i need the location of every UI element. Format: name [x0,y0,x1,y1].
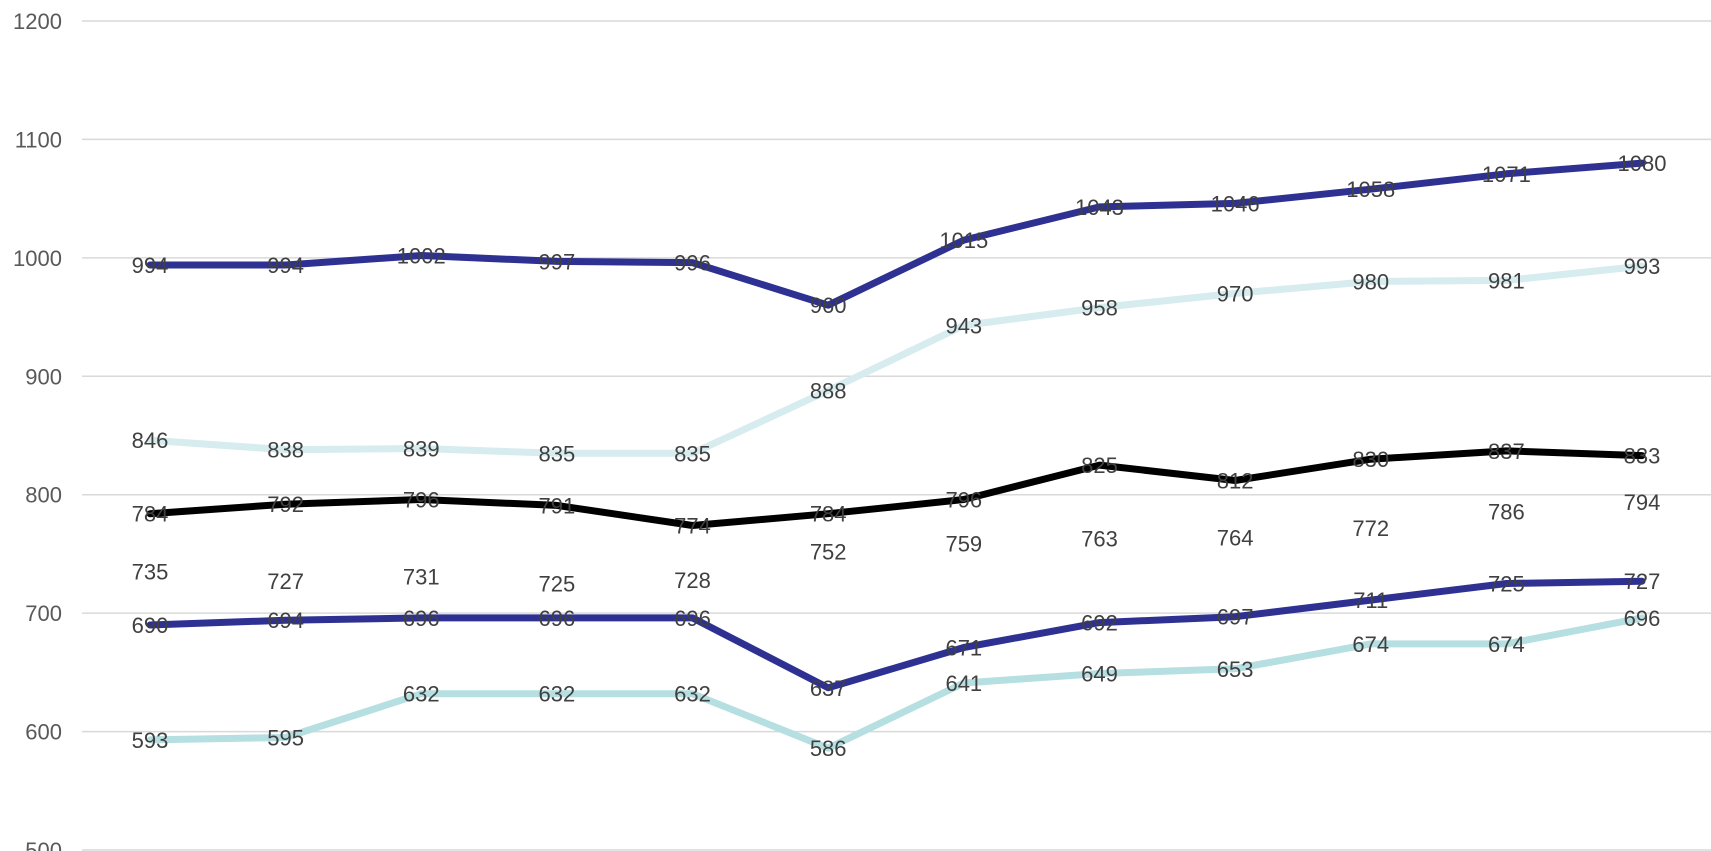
data-label: 632 [403,682,440,707]
data-label: 796 [403,487,440,512]
data-label: 994 [267,253,304,278]
data-label: 593 [132,728,169,753]
data-label: 696 [674,606,711,631]
series-line-3 [146,447,1646,529]
data-label: 1002 [397,243,446,268]
data-label: 825 [1081,453,1118,478]
y-tick-label: 500 [25,838,62,851]
data-label: 690 [132,613,169,638]
data-label: 696 [1624,606,1661,631]
series-line-5 [146,614,1646,752]
data-label: 752 [810,540,847,565]
data-label: 835 [539,441,576,466]
data-label: 996 [674,251,711,276]
data-label: 649 [1081,662,1118,687]
data-label: 692 [1081,611,1118,636]
y-tick-label: 1200 [13,9,62,34]
data-label: 696 [539,606,576,631]
data-label: 728 [674,568,711,593]
y-tick-label: 900 [25,364,62,389]
data-label: 697 [1217,605,1254,630]
data-label: 994 [132,253,169,278]
data-label: 694 [267,608,304,633]
y-axis: 500 600 700 800 900 1000 1100 1200 [13,9,62,851]
data-label: 731 [403,564,440,589]
data-label: 696 [403,606,440,631]
data-label: 632 [674,682,711,707]
data-label: 641 [945,671,982,696]
y-tick-label: 700 [25,601,62,626]
data-label: 727 [1624,569,1661,594]
y-tick-label: 800 [25,483,62,508]
data-label: 671 [945,635,982,660]
data-label: 772 [1352,516,1389,541]
data-label: 792 [267,492,304,517]
data-label: 833 [1624,444,1661,469]
y-tick-label: 600 [25,720,62,745]
data-label: 838 [267,438,304,463]
data-label: 711 [1353,588,1388,613]
data-label: 1046 [1211,191,1260,216]
data-label: 725 [539,572,576,597]
data-label: 794 [1624,490,1661,515]
data-label: 993 [1624,254,1661,279]
data-label: 595 [267,725,304,750]
series-line-1 [146,262,1646,457]
data-label: 1071 [1482,162,1531,187]
data-label: 997 [539,249,576,274]
data-label: 674 [1488,632,1525,657]
data-label: 786 [1488,499,1525,524]
data-label: 763 [1081,527,1118,552]
data-label: 774 [674,514,711,539]
data-label: 735 [132,560,169,585]
series-line-2 [146,159,1646,309]
y-tick-label: 1100 [15,127,62,152]
data-label: 653 [1217,657,1254,682]
data-label: 791 [539,493,576,518]
data-label: 1015 [939,228,988,253]
data-label: 980 [1352,270,1389,295]
data-label: 586 [810,736,847,761]
y-tick-label: 1000 [13,246,62,271]
data-label: 970 [1217,281,1254,306]
data-label: 674 [1352,632,1389,657]
data-label: 1080 [1618,151,1667,176]
series-line-6 [146,577,1646,692]
data-label: 839 [403,437,440,462]
data-labels: 846 838 839 835 835 888 943 958 970 980 981 993 994 9… [132,151,1667,761]
data-label: 981 [1488,268,1525,293]
data-label: 958 [1081,296,1118,321]
data-label: 846 [132,428,169,453]
data-label: 784 [132,502,169,527]
series-line-4 [146,498,1646,587]
data-label: 837 [1488,439,1525,464]
data-label: 759 [945,531,982,556]
data-label: 835 [674,441,711,466]
data-label: 812 [1217,469,1254,494]
data-label: 1058 [1346,177,1395,202]
data-label: 830 [1352,447,1389,472]
data-label: 784 [810,502,847,527]
data-label: 1043 [1075,195,1124,220]
data-label: 764 [1217,525,1254,550]
data-label: 637 [810,676,847,701]
series-lines [146,159,1646,752]
data-label: 796 [945,487,982,512]
data-label: 943 [945,313,982,338]
data-label: 727 [267,569,304,594]
data-label: 888 [810,378,847,403]
data-label: 632 [539,682,576,707]
data-label: 960 [810,293,847,318]
data-label: 725 [1488,572,1525,597]
